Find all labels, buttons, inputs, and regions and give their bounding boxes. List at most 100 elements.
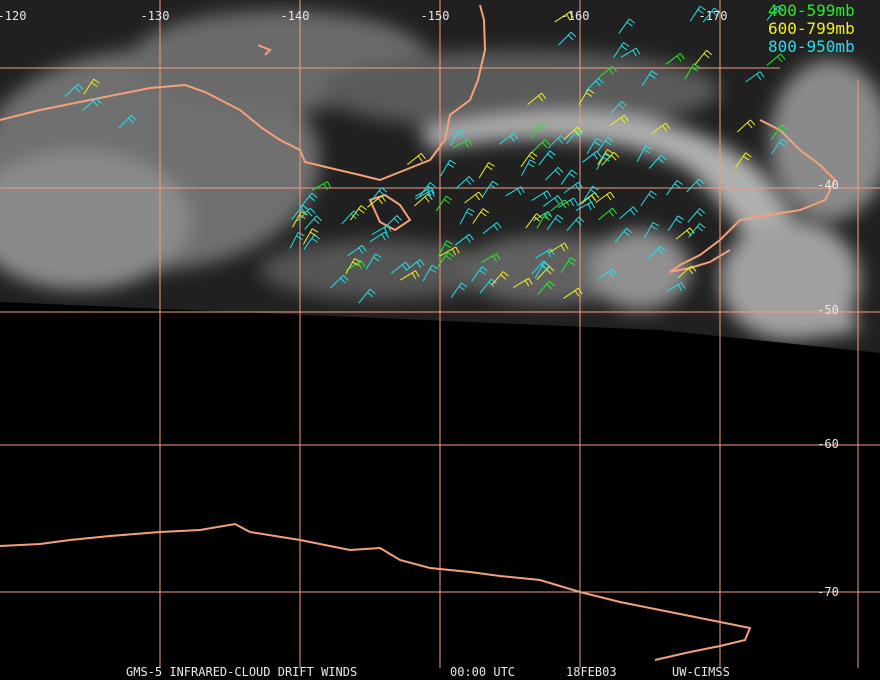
wind-barb — [566, 216, 585, 232]
wind-barb — [289, 231, 305, 249]
wind-barb — [439, 246, 460, 257]
wind-barb — [440, 159, 457, 177]
wind-barb — [535, 248, 555, 259]
wind-barb — [677, 265, 697, 279]
wind-barb — [347, 244, 367, 257]
wind-barb — [513, 277, 533, 289]
wind-barb — [521, 159, 537, 176]
wind-barb — [534, 262, 551, 279]
legend-entry: 800-950mb — [768, 37, 855, 56]
wind-barb — [300, 192, 318, 208]
wind-barb — [452, 138, 473, 149]
wind-barb — [370, 187, 388, 203]
wind-barb — [345, 258, 361, 275]
wind-barb — [450, 129, 466, 147]
wind-barb — [536, 212, 553, 229]
labels: -120 -130 -140 -150 -160 -170 -40 -50 -6… — [0, 9, 839, 679]
wind-barb — [478, 162, 495, 179]
wind-barb — [311, 181, 332, 191]
footer-source: UW-CIMSS — [672, 665, 730, 679]
wind-barb — [358, 288, 376, 304]
footer-time: 00:00 UTC — [450, 665, 515, 679]
wind-barb — [636, 145, 652, 163]
longitude-label: -140 — [281, 9, 310, 23]
wind-barb — [687, 208, 706, 223]
longitude-label: -160 — [561, 9, 590, 23]
wind-barb — [304, 215, 322, 230]
wind-barb — [83, 78, 100, 95]
wind-barb — [482, 222, 502, 235]
wind-barb — [531, 139, 551, 153]
wind-barb — [601, 151, 620, 166]
latitude-label: -50 — [817, 303, 839, 317]
wind-barb — [531, 190, 552, 201]
wind-barb — [450, 282, 468, 298]
wind-barb — [560, 257, 577, 274]
wind-barb — [415, 186, 435, 197]
wind-barb — [648, 154, 667, 169]
wind-barb — [582, 150, 602, 163]
wind-barb — [666, 180, 683, 196]
wind-barb — [736, 119, 756, 133]
wind-barb — [471, 266, 488, 282]
wind-barb — [400, 270, 420, 281]
wind-barb — [619, 206, 639, 220]
wind-barb — [545, 166, 564, 181]
wind-barb — [454, 233, 474, 246]
wind-barb — [498, 133, 519, 145]
wind-barb — [598, 66, 617, 79]
wind-barb — [665, 282, 686, 293]
legend-entry: 400-599mb — [768, 1, 855, 20]
wind-barb — [665, 53, 685, 65]
wind-barb — [538, 150, 556, 166]
wind-barb — [82, 97, 102, 111]
legend-entry: 600-799mb — [768, 19, 855, 38]
wind-barb — [563, 287, 583, 299]
wind-barb — [597, 268, 618, 280]
wind-barb — [491, 271, 509, 286]
wind-barb — [609, 114, 629, 127]
footer-date: 18FEB03 — [566, 665, 617, 679]
wind-barb — [554, 11, 574, 23]
wind-barb — [641, 70, 658, 87]
wind-barb — [598, 207, 618, 221]
wind-barb — [405, 259, 425, 271]
wind-barb — [530, 122, 547, 139]
wind-barb — [640, 190, 657, 207]
wind-barb — [771, 138, 788, 155]
wind-barb — [383, 215, 403, 229]
wind-barb — [297, 207, 316, 222]
wind-barb — [482, 180, 499, 197]
wind-barb — [64, 83, 84, 97]
longitude-label: -120 — [0, 9, 26, 23]
wind-barb — [620, 47, 641, 58]
wind-barb — [575, 201, 596, 212]
wind-barb — [422, 264, 439, 282]
wind-barb — [596, 153, 612, 171]
wind-barb — [537, 280, 555, 296]
wind-barb — [595, 191, 615, 204]
wind-barb — [745, 71, 765, 83]
wind-barb — [330, 274, 349, 289]
longitude-label: -170 — [699, 9, 728, 23]
wind-barb — [302, 228, 319, 245]
wind-barb — [367, 195, 387, 208]
wind-barb — [702, 7, 721, 23]
wind-barb — [694, 49, 713, 65]
coastlines — [0, 4, 837, 661]
wind-barb — [546, 214, 564, 230]
wind-barb — [766, 5, 784, 21]
wind-barb — [558, 197, 578, 208]
wind-barb — [770, 124, 788, 141]
wind-barb — [525, 213, 543, 229]
wind-barb — [609, 100, 628, 115]
wind-barb — [543, 195, 563, 207]
wind-barb — [459, 208, 475, 225]
wind-barb — [651, 122, 671, 135]
latitude-label: -60 — [817, 437, 839, 451]
wind-barb — [586, 137, 603, 155]
latitude-label: -70 — [817, 585, 839, 599]
wind-barb — [550, 199, 570, 212]
